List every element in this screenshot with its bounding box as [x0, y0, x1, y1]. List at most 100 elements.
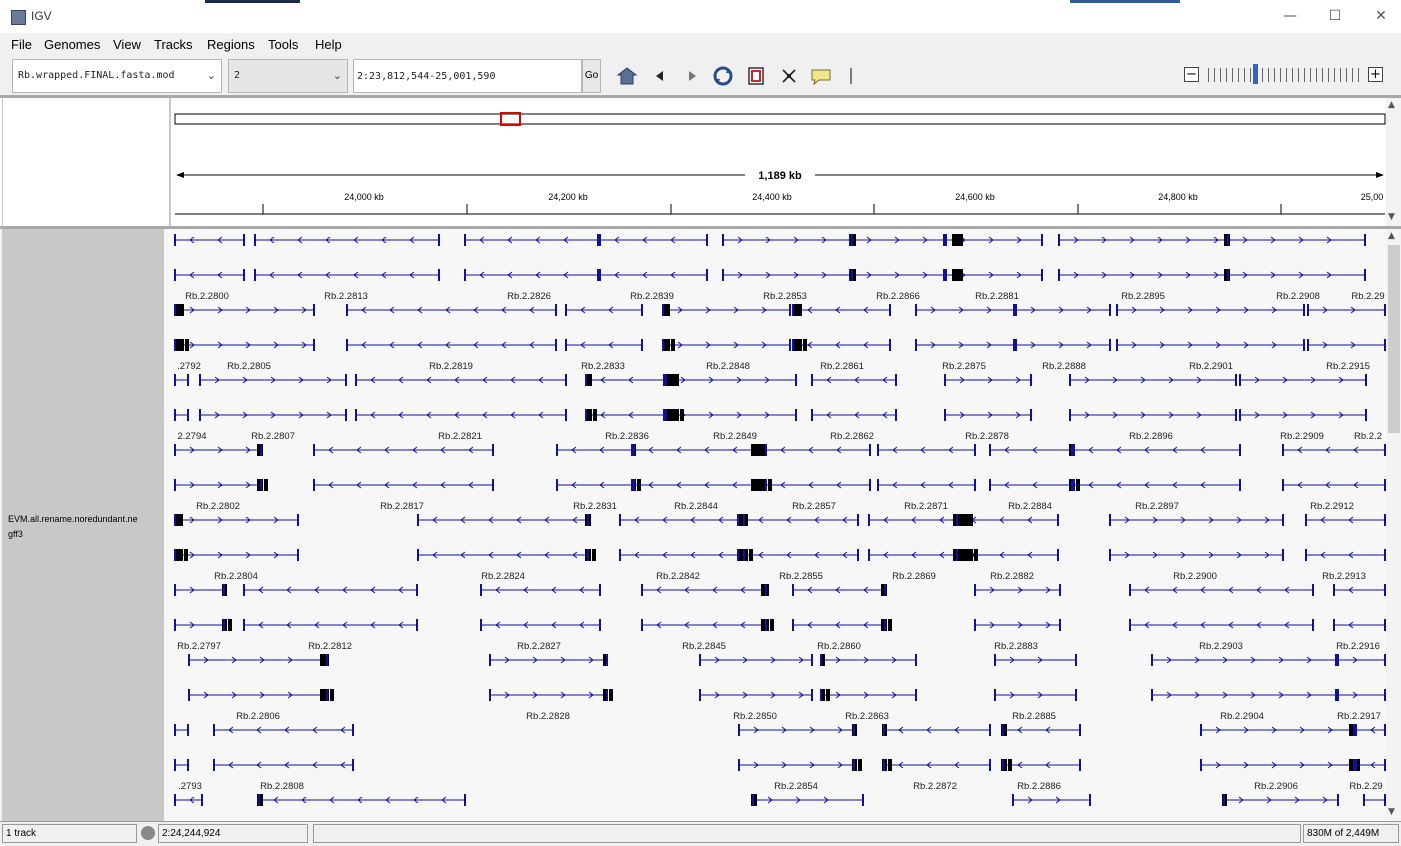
gene-feature[interactable]: [254, 269, 440, 281]
gene-feature[interactable]: [1001, 759, 1081, 771]
gene-feature[interactable]: [1307, 339, 1386, 351]
gene-feature[interactable]: [1355, 759, 1386, 771]
gene-feature[interactable]: [355, 409, 567, 421]
menu-tracks[interactable]: Tracks: [154, 37, 193, 52]
gene-feature[interactable]: [877, 444, 976, 456]
gene-feature[interactable]: [820, 654, 917, 666]
gene-feature[interactable]: [1333, 619, 1386, 631]
gene-feature[interactable]: [257, 794, 466, 806]
gene-feature[interactable]: [1109, 549, 1284, 561]
gene-feature[interactable]: [619, 514, 739, 526]
resize-to-window-icon[interactable]: [779, 65, 799, 87]
track-name-label[interactable]: EVM.all.rename.noredundant.ne gff3: [8, 512, 168, 542]
gene-feature[interactable]: [254, 234, 440, 246]
chromosome-select[interactable]: 2 ⌄: [228, 59, 348, 93]
gene-feature[interactable]: [738, 759, 862, 771]
gene-feature[interactable]: [174, 269, 245, 281]
gene-feature[interactable]: [1222, 794, 1339, 806]
menu-view[interactable]: View: [113, 37, 141, 52]
gene-feature[interactable]: [994, 654, 1077, 666]
gene-feature[interactable]: [174, 304, 315, 316]
gene-feature[interactable]: [1109, 514, 1284, 526]
gene-feature[interactable]: [944, 409, 1032, 421]
gene-feature[interactable]: [1337, 689, 1386, 701]
gene-feature[interactable]: [1015, 339, 1111, 351]
gene-feature[interactable]: [1307, 304, 1386, 316]
gene-feature[interactable]: [1151, 654, 1337, 666]
gene-feature[interactable]: [882, 759, 991, 771]
gene-feature[interactable]: [792, 584, 887, 596]
gene-feature[interactable]: [346, 339, 557, 351]
gene-feature[interactable]: [199, 409, 347, 421]
gene-feature[interactable]: [174, 584, 227, 596]
gene-feature[interactable]: [1069, 409, 1237, 421]
gene-feature[interactable]: [953, 549, 1059, 561]
gene-feature[interactable]: [417, 514, 591, 526]
gene-feature[interactable]: [699, 654, 813, 666]
gene-feature[interactable]: [174, 549, 299, 561]
gene-feature[interactable]: [565, 339, 643, 351]
gene-feature[interactable]: [751, 794, 864, 806]
gene-feature[interactable]: [1239, 374, 1367, 386]
gene-feature[interactable]: [1282, 444, 1386, 456]
gene-feature[interactable]: [1001, 724, 1081, 736]
gene-feature[interactable]: [355, 374, 567, 386]
gene-feature[interactable]: [1015, 304, 1111, 316]
gene-feature[interactable]: [641, 584, 769, 596]
gene-feature[interactable]: [1333, 584, 1386, 596]
scroll-down-icon[interactable]: ▼: [1388, 807, 1395, 817]
gene-feature[interactable]: [953, 514, 1059, 526]
gene-feature[interactable]: [641, 619, 774, 631]
gene-feature[interactable]: [751, 444, 871, 456]
gene-feature[interactable]: [915, 339, 1015, 351]
gene-feature[interactable]: [1151, 689, 1337, 701]
gene-feature[interactable]: [850, 269, 945, 281]
current-region-indicator[interactable]: [500, 112, 521, 126]
gene-feature[interactable]: [174, 339, 315, 351]
gene-feature[interactable]: [792, 339, 891, 351]
close-button[interactable]: ✕: [1375, 8, 1387, 24]
menu-tools[interactable]: Tools: [268, 37, 299, 52]
minimize-button[interactable]: —: [1283, 8, 1297, 24]
gene-feature[interactable]: [599, 269, 708, 281]
refresh-icon[interactable]: [711, 65, 735, 87]
gene-feature[interactable]: [1355, 724, 1386, 736]
gene-feature[interactable]: [599, 234, 708, 246]
gene-feature[interactable]: [739, 514, 859, 526]
gene-feature[interactable]: [1337, 654, 1386, 666]
gene-feature[interactable]: [174, 619, 232, 631]
gene-feature[interactable]: [464, 234, 599, 246]
go-button[interactable]: Go: [582, 59, 601, 93]
gene-feature[interactable]: [850, 234, 945, 246]
region-of-interest-icon[interactable]: [746, 65, 766, 87]
menu-help[interactable]: Help: [315, 37, 342, 52]
gene-feature[interactable]: [313, 479, 494, 491]
gene-feature[interactable]: [565, 304, 643, 316]
gene-feature[interactable]: [944, 374, 1032, 386]
gene-feature[interactable]: [811, 409, 897, 421]
gene-feature[interactable]: [1116, 339, 1305, 351]
gene-feature[interactable]: [665, 374, 797, 386]
gene-feature[interactable]: [174, 409, 189, 421]
gene-feature[interactable]: [820, 689, 917, 701]
chromosome-ideogram[interactable]: [174, 113, 1386, 125]
gene-feature[interactable]: [346, 304, 557, 316]
gene-feature[interactable]: [1116, 304, 1305, 316]
popup-info-icon[interactable]: [809, 65, 833, 87]
zoom-in-button[interactable]: +: [1368, 67, 1383, 82]
gene-feature[interactable]: [1200, 724, 1355, 736]
gene-feature[interactable]: [480, 584, 601, 596]
gene-feature[interactable]: [174, 794, 203, 806]
gene-feature[interactable]: [1282, 479, 1386, 491]
gene-feature[interactable]: [792, 619, 892, 631]
gene-feature[interactable]: [174, 444, 263, 456]
gene-feature[interactable]: [313, 444, 494, 456]
gene-feature[interactable]: [1239, 409, 1367, 421]
gene-feature[interactable]: [489, 689, 613, 701]
menu-regions[interactable]: Regions: [207, 37, 255, 52]
locus-input[interactable]: [353, 59, 582, 93]
track-name-panel[interactable]: EVM.all.rename.noredundant.ne gff3: [2, 229, 164, 821]
gene-feature[interactable]: [1073, 479, 1241, 491]
zoom-slider-thumb[interactable]: [1253, 64, 1258, 84]
